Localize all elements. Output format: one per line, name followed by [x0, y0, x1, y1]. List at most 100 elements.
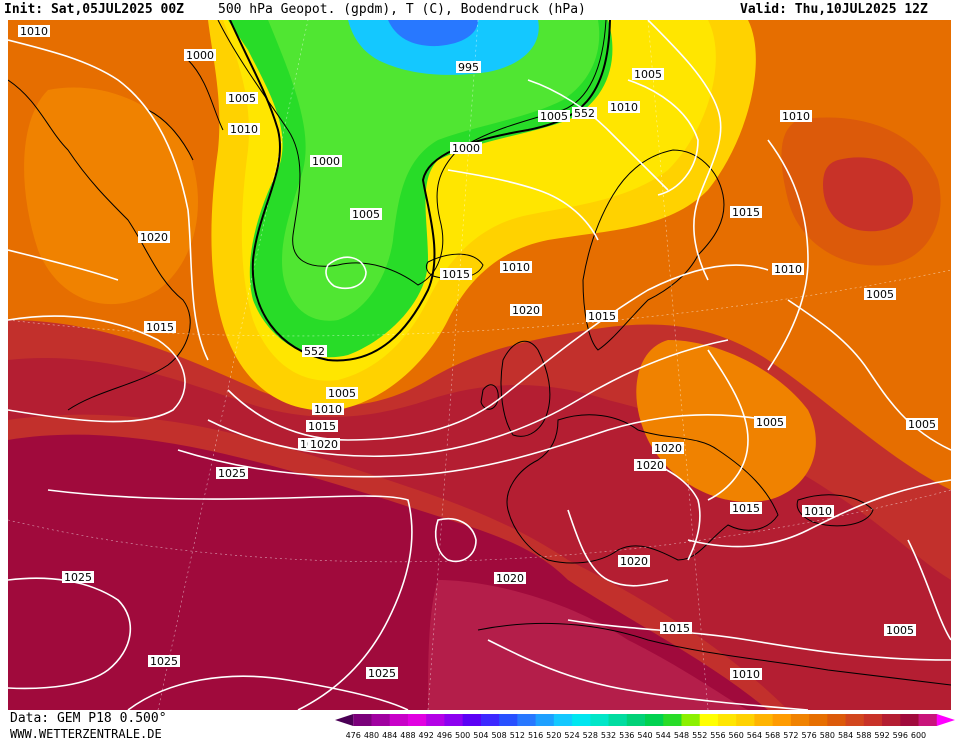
- colorbar-swatch: [535, 714, 555, 726]
- chart-header: Init: Sat,05JUL2025 00Z 500 hPa Geopot. …: [0, 0, 959, 20]
- field-cyan: [348, 20, 539, 75]
- contour-label-text: 1005: [908, 418, 936, 431]
- contour-label: 1010: [772, 263, 804, 276]
- contour-label-box: [306, 420, 338, 432]
- contour-label: 1000: [184, 49, 216, 62]
- contour-label-text: 1015: [588, 310, 616, 323]
- coast-africa: [477, 622, 951, 686]
- colorbar-swatch: [517, 714, 537, 726]
- contour-label-box: [310, 155, 342, 167]
- contour-label-text: 1015: [732, 206, 760, 219]
- contour-label-text: 1025: [64, 571, 92, 584]
- contour-label-text: 1010: [732, 668, 760, 681]
- colorbar-swatch: [809, 714, 828, 726]
- colorbar-tick-label: 568: [765, 731, 780, 740]
- colorbar-swatch: [900, 714, 920, 726]
- colorbar-tick-label: 524: [564, 731, 579, 740]
- colorbar-swatch: [553, 714, 573, 726]
- colorbar-tick-label: 532: [601, 731, 616, 740]
- contour-label-box: [366, 667, 398, 679]
- colorbar-tick-label: 552: [692, 731, 707, 740]
- contour-label-text: 1015: [662, 622, 690, 635]
- contour-label-text: 1005: [228, 92, 256, 105]
- colorbar-swatch: [608, 714, 628, 726]
- contour-label-box: [730, 502, 762, 514]
- contour-label-text: 995: [458, 61, 479, 74]
- contour-label-text: 1015: [308, 420, 336, 433]
- contour-label-box: [18, 25, 50, 37]
- contour-label-text: 1005: [352, 208, 380, 221]
- contour-label-box: [302, 345, 327, 357]
- colorbar-tick-label: 560: [729, 731, 744, 740]
- contour-label: 1025: [216, 467, 248, 480]
- field-crimson-core: [428, 580, 748, 710]
- contour-label: 1010: [780, 110, 812, 123]
- contour-label: 1010: [312, 403, 344, 416]
- contour-label-box: [730, 206, 762, 218]
- colorbar-swatch: [462, 714, 482, 726]
- contour-label-text: 1010: [314, 403, 342, 416]
- contour-label: 1010: [228, 123, 260, 136]
- contour-label-box: [906, 418, 938, 430]
- contour-label: 1005: [350, 208, 382, 221]
- colorbar-swatch: [827, 714, 847, 726]
- colorbar-tick-label: 600: [911, 731, 926, 740]
- colorbar-swatch: [353, 714, 372, 726]
- contour-label-box: [772, 263, 804, 275]
- contour-label-box: [148, 655, 180, 667]
- contour-label: 552: [302, 345, 327, 358]
- contour-label-box: [572, 107, 597, 119]
- contour-label: 1000: [450, 142, 482, 155]
- data-source: Data: GEM P18 0.500°: [10, 711, 167, 726]
- contour-label: 1015: [660, 622, 692, 635]
- contour-label-text: 1020: [512, 304, 540, 317]
- contour-label-text: 1015: [442, 268, 470, 281]
- colorbar-arrow-low: [335, 714, 354, 726]
- colorbar-swatch: [572, 714, 591, 726]
- contour-label: 1015: [586, 310, 618, 323]
- colorbar-tick-label: 500: [455, 731, 470, 740]
- contour-label-text: 1010: [20, 25, 48, 38]
- contour-label: 1010: [802, 505, 834, 518]
- contour-label: 1005: [226, 92, 258, 105]
- contour-552: [229, 20, 611, 362]
- contour-label-box: [608, 101, 640, 113]
- colorbar-swatch: [681, 714, 701, 726]
- forecast-map: 1010 1000 1005 1010 1000 1005 1020 1015 552 1005 1…: [8, 20, 951, 710]
- contour-label-text: 1005: [756, 416, 784, 429]
- contour-label-box: [754, 416, 786, 428]
- coast-canada: [8, 59, 224, 411]
- contour-label: 1000: [310, 155, 342, 168]
- contour-label-text: 1015: [146, 321, 174, 334]
- contour-label: 1020: [618, 555, 650, 568]
- colorbar-swatch: [499, 714, 518, 726]
- contour-label: 1005: [906, 418, 938, 431]
- contour-label-text: 1000: [452, 142, 480, 155]
- colorbar-swatch: [863, 714, 883, 726]
- color-legend: 476 480 484 488 492 496 500 504 508 512 516 520 524 5…: [335, 714, 955, 740]
- colorbar-swatch: [772, 714, 792, 726]
- coast-scandinavia: [582, 149, 725, 351]
- graticule: [8, 20, 951, 710]
- contour-label-box: [510, 304, 542, 316]
- contour-label: 1015: [440, 268, 472, 281]
- contour-label-box: [326, 387, 358, 399]
- contour-label-box: [312, 403, 344, 415]
- colorbar-swatch: [845, 714, 865, 726]
- contour-label: 1020: [510, 304, 542, 317]
- contour-label-text: 1020: [496, 572, 524, 585]
- colorbar-tick-label: 596: [893, 731, 908, 740]
- contour-label-text: 1025: [368, 667, 396, 680]
- colorbar-swatch: [590, 714, 610, 726]
- contour-label: 1005: [632, 68, 664, 81]
- colorbar-arrow-high: [936, 714, 955, 726]
- contour-label-box: [618, 555, 650, 567]
- colorbar-swatch: [790, 714, 810, 726]
- colorbar-tick-label: 564: [747, 731, 762, 740]
- colorbar-swatch: [918, 714, 938, 726]
- contour-label-box: [308, 438, 340, 450]
- isobars: [8, 20, 951, 710]
- contour-label: 1005: [884, 624, 916, 637]
- contour-label-box: [586, 310, 618, 322]
